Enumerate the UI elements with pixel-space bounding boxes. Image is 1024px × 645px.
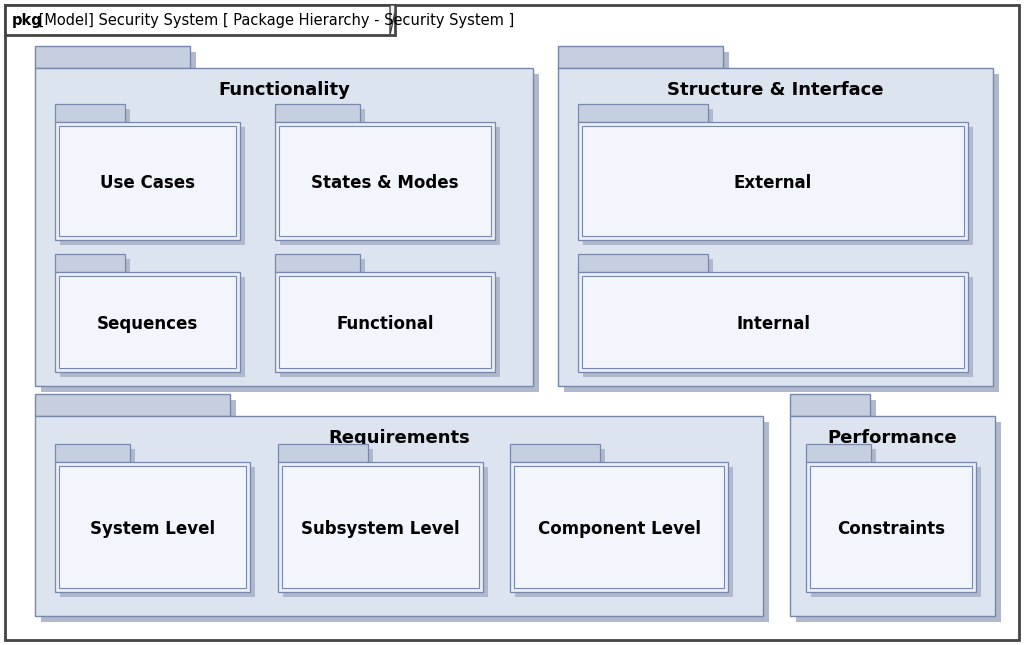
Bar (515, 449, 605, 467)
Bar (279, 126, 490, 236)
Bar (283, 467, 488, 597)
Bar (583, 277, 973, 377)
Bar (578, 254, 708, 272)
Bar (578, 122, 968, 240)
Bar (35, 46, 190, 68)
Text: External: External (734, 174, 812, 192)
Text: Internal: Internal (736, 315, 810, 333)
Text: Structure & Interface: Structure & Interface (668, 81, 884, 99)
Text: System Level: System Level (90, 520, 215, 538)
Bar (278, 444, 368, 462)
Text: Use Cases: Use Cases (100, 174, 195, 192)
Bar (41, 74, 539, 392)
Bar (35, 416, 763, 616)
Bar (60, 259, 130, 277)
Bar (55, 272, 240, 372)
Bar (280, 259, 365, 277)
Bar (41, 52, 196, 74)
Bar (578, 272, 968, 372)
Bar (510, 462, 728, 592)
Bar (59, 126, 236, 236)
Bar (282, 466, 479, 588)
Bar (583, 109, 713, 127)
Bar (810, 466, 972, 588)
Text: Sequences: Sequences (97, 315, 198, 333)
Bar (55, 122, 240, 240)
Bar (59, 466, 246, 588)
Text: [Model] Security System [ Package Hierarchy - Security System ]: [Model] Security System [ Package Hierar… (34, 12, 514, 28)
Bar (60, 109, 130, 127)
Bar (41, 422, 769, 622)
Text: Constraints: Constraints (837, 520, 945, 538)
Bar (806, 444, 871, 462)
Text: Subsystem Level: Subsystem Level (301, 520, 460, 538)
Bar (583, 259, 713, 277)
Bar (280, 127, 500, 245)
Bar (279, 276, 490, 368)
Bar (578, 104, 708, 122)
Bar (275, 272, 495, 372)
Bar (60, 467, 255, 597)
Bar (283, 449, 373, 467)
Bar (558, 46, 723, 68)
Bar (35, 394, 230, 416)
Bar (515, 467, 733, 597)
Bar (60, 277, 245, 377)
Bar (514, 466, 724, 588)
Polygon shape (390, 5, 395, 35)
Text: pkg: pkg (12, 12, 43, 28)
Bar (583, 127, 973, 245)
Bar (55, 104, 125, 122)
Text: Component Level: Component Level (538, 520, 700, 538)
Text: Requirements: Requirements (328, 429, 470, 447)
Bar (41, 400, 236, 422)
Bar (5, 5, 395, 35)
Bar (60, 449, 135, 467)
Bar (278, 462, 483, 592)
Bar (558, 68, 993, 386)
Bar (35, 68, 534, 386)
Bar (796, 422, 1001, 622)
Bar (59, 276, 236, 368)
Text: Performance: Performance (827, 429, 957, 447)
Bar (806, 462, 976, 592)
Bar (275, 104, 360, 122)
Bar (55, 462, 250, 592)
Bar (60, 127, 245, 245)
Bar (275, 254, 360, 272)
Bar (510, 444, 600, 462)
Bar (582, 126, 964, 236)
Bar (55, 254, 125, 272)
Text: Functional: Functional (336, 315, 434, 333)
Bar (790, 394, 870, 416)
Text: States & Modes: States & Modes (311, 174, 459, 192)
Bar (564, 74, 999, 392)
Bar (280, 109, 365, 127)
Bar (280, 277, 500, 377)
Bar (55, 444, 130, 462)
Bar (811, 467, 981, 597)
Bar (564, 52, 729, 74)
Text: Functionality: Functionality (218, 81, 350, 99)
Bar (796, 400, 876, 422)
Bar (790, 416, 995, 616)
Bar (811, 449, 876, 467)
Bar (275, 122, 495, 240)
Bar (582, 276, 964, 368)
